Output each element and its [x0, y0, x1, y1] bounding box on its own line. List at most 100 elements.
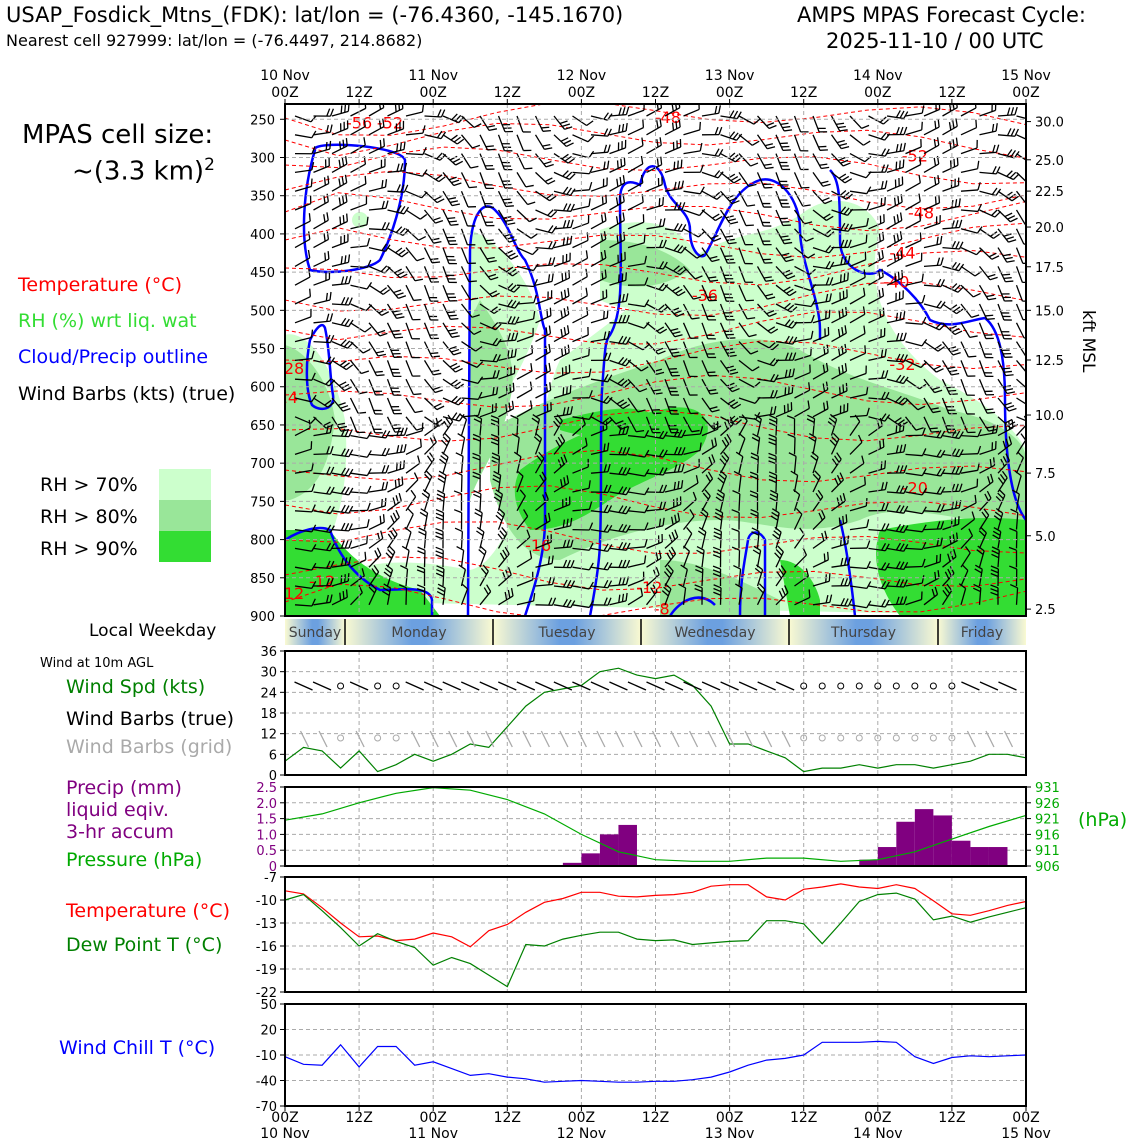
wind-barb-flag [417, 455, 421, 464]
legend-wind-chill: Wind Chill T (°C) [59, 1037, 216, 1059]
wind-barb-flag [621, 358, 628, 366]
wind-barb-staff [423, 266, 432, 283]
wind-barb-staff [923, 544, 941, 550]
wind-barb-staff [516, 388, 533, 399]
wind-barb-staff [479, 303, 495, 315]
wind-barb-flag [643, 321, 650, 329]
wind-barb-staff [609, 547, 627, 551]
wind-barb [831, 289, 848, 305]
wind-barb-flag [348, 429, 353, 437]
wind-barb-flag [933, 365, 942, 371]
wind-barb-staff [405, 152, 424, 156]
wind-barb [717, 470, 728, 493]
wind-barb [923, 397, 941, 414]
wind-barb-flag [893, 234, 896, 243]
wind-barb-flag [563, 327, 567, 336]
wind-barb-flag [436, 405, 445, 411]
wind-barb-flag [623, 157, 626, 166]
wind-barb-flag [822, 364, 826, 373]
wind-barb-flag [566, 599, 572, 608]
wind-barb-flag [488, 273, 497, 278]
wind-barb-flag [324, 399, 332, 406]
wind-barb-flag [724, 436, 730, 445]
wind-barb-staff [461, 322, 475, 335]
y-tick-label: 0 [269, 769, 277, 784]
wind-barb-flag [656, 158, 659, 167]
wind-barb-flag [618, 314, 623, 323]
wind-barb-staff [627, 263, 645, 268]
wind-barb [553, 287, 570, 305]
wind-barb-staff [294, 585, 312, 589]
top-date-label: 12 Nov [557, 68, 607, 84]
wind-barb-flag [440, 455, 448, 462]
wind-barb-flag [620, 379, 628, 387]
precip-bar [618, 824, 637, 866]
wind-barb-staff [590, 510, 608, 514]
wind-barb [405, 104, 425, 117]
wind-barb-staff [405, 171, 423, 177]
wind-barb [812, 530, 828, 549]
wind-barb-flag [1010, 217, 1018, 223]
wind-barb-flag [493, 470, 501, 476]
wind-barb-flag [557, 436, 563, 445]
wind-barb-flag [421, 492, 429, 499]
wind-barb-flag [993, 233, 1001, 239]
wind-barb-flag [991, 549, 1000, 555]
wind-barb-flag [934, 120, 937, 129]
wind-barb-flag [933, 176, 937, 186]
wind-barb-flag [866, 186, 872, 195]
wind-barb-flag [678, 291, 686, 297]
wind-barb-flag [784, 319, 791, 327]
wind-barb [768, 414, 778, 436]
wind-barb [627, 214, 645, 230]
wind-barb-flag [607, 352, 612, 361]
wind-barb [350, 551, 367, 568]
wind-barb-flag [401, 251, 409, 258]
wind-barb-staff [424, 134, 442, 140]
wind-barb-flag [790, 470, 798, 476]
wind-barb-flag [618, 466, 624, 475]
wind-barb [701, 170, 724, 179]
wind-barb-flag [818, 512, 823, 521]
temperature-contour-label: -40 [883, 272, 909, 291]
wind-barb [756, 172, 773, 189]
wind-barb [904, 416, 924, 431]
wind-barb-flag [366, 485, 372, 494]
wind-barb [627, 321, 650, 329]
wind-barb-flag [394, 268, 402, 274]
wind-barb-flag [840, 206, 847, 214]
wind-barb [516, 190, 536, 206]
wind-barb-flag [898, 397, 906, 404]
wind-barb-flag [864, 345, 867, 354]
wind-barb [960, 378, 975, 396]
wind-barb-staff [997, 341, 1006, 358]
wind-barb-flag [492, 337, 498, 346]
wind-barb [1012, 489, 1020, 511]
y-tick-label: 0.5 [256, 844, 277, 859]
wind-barb-staff [775, 493, 779, 511]
wind-barb [794, 314, 815, 324]
wind-barb-flag [1005, 453, 1011, 461]
wind-barb-flag [496, 511, 504, 518]
wind-barb-staff [942, 507, 960, 512]
wind-barb-staff [849, 526, 867, 531]
wind-barb-staff [572, 445, 588, 455]
wind-barb-flag [949, 160, 952, 169]
wind-barb-flag [701, 507, 709, 515]
wind-barb-staff [868, 276, 884, 286]
wind-barb-flag [659, 261, 665, 269]
wind-barb-flag [751, 531, 760, 536]
wind-barb-staff [794, 265, 810, 276]
wind-barb-staff [738, 341, 752, 355]
wind-barb [1016, 415, 1026, 437]
wind-barb [886, 126, 908, 136]
wind-barb-staff [553, 525, 571, 531]
weekday-cell [285, 619, 345, 645]
surface-barb-grid [688, 730, 699, 748]
wind-barb-flag [416, 569, 425, 574]
wind-barb [997, 397, 1017, 412]
calm-marker-true [892, 682, 900, 690]
wind-barb-staff [479, 531, 485, 549]
wind-barb-staff [1015, 228, 1025, 245]
wind-barb-staff [460, 172, 470, 188]
